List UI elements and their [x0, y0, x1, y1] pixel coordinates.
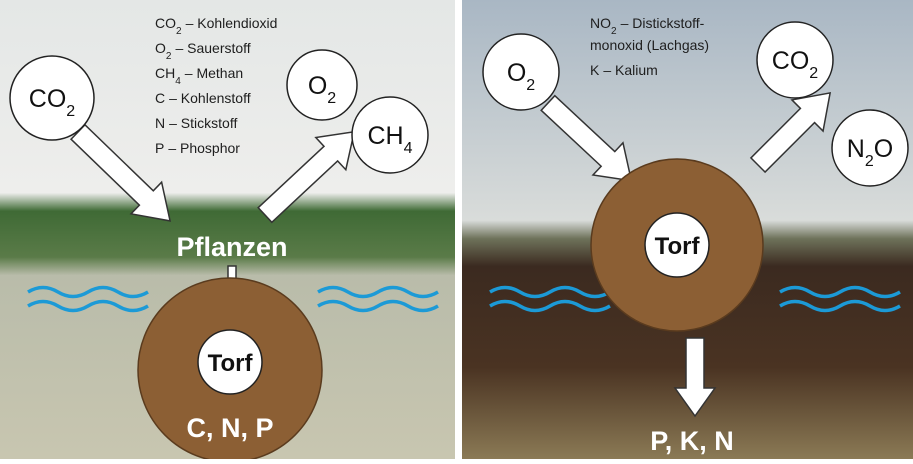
- text: monoxid (Lachgas): [590, 37, 709, 53]
- text: CH: [367, 122, 403, 150]
- text: C: [155, 90, 165, 106]
- text: – Stickstoff: [169, 115, 237, 131]
- peat-label: Torf: [208, 350, 254, 377]
- text: CO: [772, 47, 810, 75]
- text: K: [590, 62, 600, 78]
- text: NO: [590, 15, 611, 31]
- text: – Distickstoff-: [621, 15, 705, 31]
- text: N: [155, 115, 165, 131]
- text: P: [155, 140, 164, 156]
- text: 2: [327, 90, 336, 107]
- page: CO2– Kohlendioxid O2– Sauerstoff CH4– Me…: [0, 0, 913, 459]
- left-panel: CO2– Kohlendioxid O2– Sauerstoff CH4– Me…: [0, 0, 455, 459]
- text: – Methan: [185, 65, 243, 81]
- right-panel: NO2– Distickstoff- monoxid (Lachgas) K– …: [462, 0, 913, 459]
- text: O: [874, 135, 893, 163]
- text: – Sauerstoff: [175, 40, 250, 56]
- nutrients-label: C, N, P: [186, 413, 273, 443]
- text: CO: [29, 85, 67, 113]
- text: 2: [865, 153, 874, 170]
- bubble: [832, 110, 908, 186]
- text: O: [308, 72, 327, 100]
- legend-item: C– Kohlenstoff: [155, 90, 251, 106]
- diagram: CO2– Kohlendioxid O2– Sauerstoff CH4– Me…: [0, 0, 913, 459]
- text: O: [155, 40, 166, 56]
- text: – Kohlendioxid: [186, 15, 278, 31]
- text: 2: [611, 26, 617, 37]
- text: 2: [526, 77, 535, 94]
- text: 2: [176, 26, 182, 37]
- peat-label: Torf: [655, 233, 701, 260]
- text: – Kalium: [603, 62, 657, 78]
- plants-label: Pflanzen: [176, 232, 287, 262]
- text: 2: [166, 51, 172, 62]
- text: O: [507, 59, 526, 87]
- text: 4: [175, 76, 181, 87]
- text: – Kohlenstoff: [169, 90, 251, 106]
- legend-item: P– Phosphor: [155, 140, 240, 156]
- text: – Phosphor: [168, 140, 240, 156]
- legend-item: monoxid (Lachgas): [590, 37, 709, 53]
- text: 2: [66, 103, 75, 120]
- text: CH: [155, 65, 175, 81]
- text: N: [847, 135, 865, 163]
- text: CO: [155, 15, 176, 31]
- text: 4: [404, 140, 413, 157]
- nutrients-label: P, K, N: [650, 426, 734, 456]
- text: 2: [809, 65, 818, 82]
